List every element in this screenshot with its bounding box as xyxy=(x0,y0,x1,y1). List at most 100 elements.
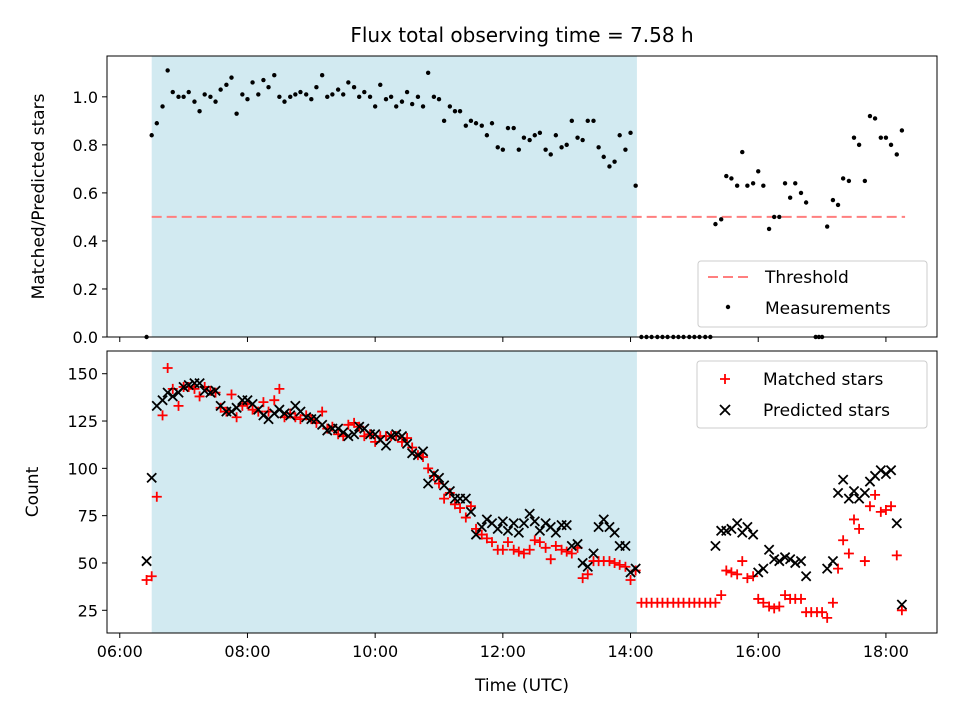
measurement-point xyxy=(585,118,590,124)
measurement-point xyxy=(729,176,734,181)
matched-point xyxy=(253,406,264,417)
legend-measurements-label: Measurements xyxy=(765,299,891,319)
measurement-point xyxy=(399,99,405,104)
legend-plus-marker xyxy=(720,374,730,384)
measurement-point xyxy=(633,183,638,188)
predicted-point xyxy=(885,464,897,476)
bottom-y-ticks: 25 50 75 100 125 150 xyxy=(67,365,107,620)
matched-point xyxy=(843,548,854,559)
predicted-point xyxy=(226,406,237,417)
predicted-point xyxy=(332,423,344,434)
measurement-point xyxy=(272,73,277,78)
measurement-point xyxy=(591,118,596,124)
predicted-point xyxy=(285,410,296,421)
bottom-legend-box xyxy=(696,360,928,429)
predicted-point xyxy=(157,394,168,406)
predicted-point xyxy=(593,521,604,533)
matched-point xyxy=(561,546,572,557)
predicted-point xyxy=(630,563,641,574)
matched-point xyxy=(764,601,775,612)
x-tick-label: 08:00 xyxy=(224,642,270,661)
measurement-point xyxy=(383,97,389,102)
predicted-point xyxy=(620,540,631,552)
predicted-point xyxy=(534,525,546,537)
matched-point xyxy=(566,548,577,559)
matched-point xyxy=(189,383,200,394)
measurement-point xyxy=(240,92,245,97)
predicted-point xyxy=(508,517,519,529)
bottom-axes-frame xyxy=(106,350,938,634)
measurement-point xyxy=(149,133,154,138)
matched-point xyxy=(582,569,593,580)
top-panel: 0.0 0.2 0.4 0.6 0.8 1.0 Matched/Predicted sta… xyxy=(29,55,938,347)
predicted-point xyxy=(481,514,493,525)
matched-point xyxy=(481,533,492,544)
measurement-point xyxy=(463,123,469,128)
predicted-point xyxy=(832,487,844,499)
matched-point xyxy=(577,573,588,584)
matched-point xyxy=(157,410,168,421)
measurement-point xyxy=(750,181,756,186)
predicted-point xyxy=(859,487,871,499)
matched-point xyxy=(502,537,513,548)
measurement-point xyxy=(186,89,191,95)
measurement-point xyxy=(532,133,537,138)
measurement-point xyxy=(559,145,564,150)
measurement-point xyxy=(351,85,357,90)
measurement-point xyxy=(452,109,458,114)
measurement-point xyxy=(330,92,335,97)
predicted-point xyxy=(199,385,210,396)
x-tick-label: 16:00 xyxy=(735,642,781,661)
predicted-point xyxy=(406,447,418,459)
measurement-point xyxy=(777,214,782,220)
measurement-point xyxy=(309,97,314,102)
legend-measurements-swatch xyxy=(725,304,731,310)
predicted-point xyxy=(502,525,514,537)
predicted-point xyxy=(146,472,157,484)
matched-point xyxy=(854,523,865,534)
measurement-point xyxy=(894,152,899,157)
y-tick-label: 0.0 xyxy=(73,328,98,347)
predicted-point xyxy=(880,468,892,480)
matched-point xyxy=(269,395,280,406)
x-tick-label: 18:00 xyxy=(863,642,909,661)
predicted-point xyxy=(337,427,349,438)
predicted-point xyxy=(843,493,855,504)
y-tick-label: 0.6 xyxy=(73,184,98,203)
measurement-point xyxy=(346,80,351,85)
measurement-point xyxy=(489,121,495,126)
measurement-point xyxy=(521,135,527,140)
measurement-point xyxy=(372,104,378,109)
measurement-point xyxy=(165,68,170,73)
measurement-point xyxy=(218,87,223,92)
measurement-point xyxy=(234,111,239,116)
measurement-point xyxy=(367,94,373,100)
measurement-point xyxy=(293,92,298,97)
legend-predicted-swatch xyxy=(719,404,731,416)
matched-point xyxy=(146,571,157,582)
matched-point xyxy=(838,535,849,546)
measurement-point xyxy=(484,133,490,138)
predicted-point xyxy=(518,517,530,529)
predicted-point xyxy=(598,514,609,525)
matched-point xyxy=(710,597,721,608)
measurement-point xyxy=(341,92,346,97)
predicted-point xyxy=(848,485,860,497)
measurement-point xyxy=(409,101,415,107)
matched-point xyxy=(896,605,907,616)
matched-point xyxy=(529,535,540,546)
measurement-point xyxy=(878,135,884,140)
measurement-point xyxy=(771,214,777,220)
predicted-point xyxy=(540,517,551,529)
measurement-point xyxy=(888,142,894,148)
measurement-point xyxy=(537,130,543,136)
measurement-point xyxy=(447,104,453,109)
x-tick-label: 14:00 xyxy=(607,642,653,661)
predicted-point xyxy=(625,567,636,578)
measurement-point xyxy=(543,147,548,152)
matched-point xyxy=(167,383,178,394)
measurement-point xyxy=(288,94,293,100)
measurement-point xyxy=(553,133,559,138)
predicted-point xyxy=(561,519,572,531)
measurement-point xyxy=(803,200,809,205)
